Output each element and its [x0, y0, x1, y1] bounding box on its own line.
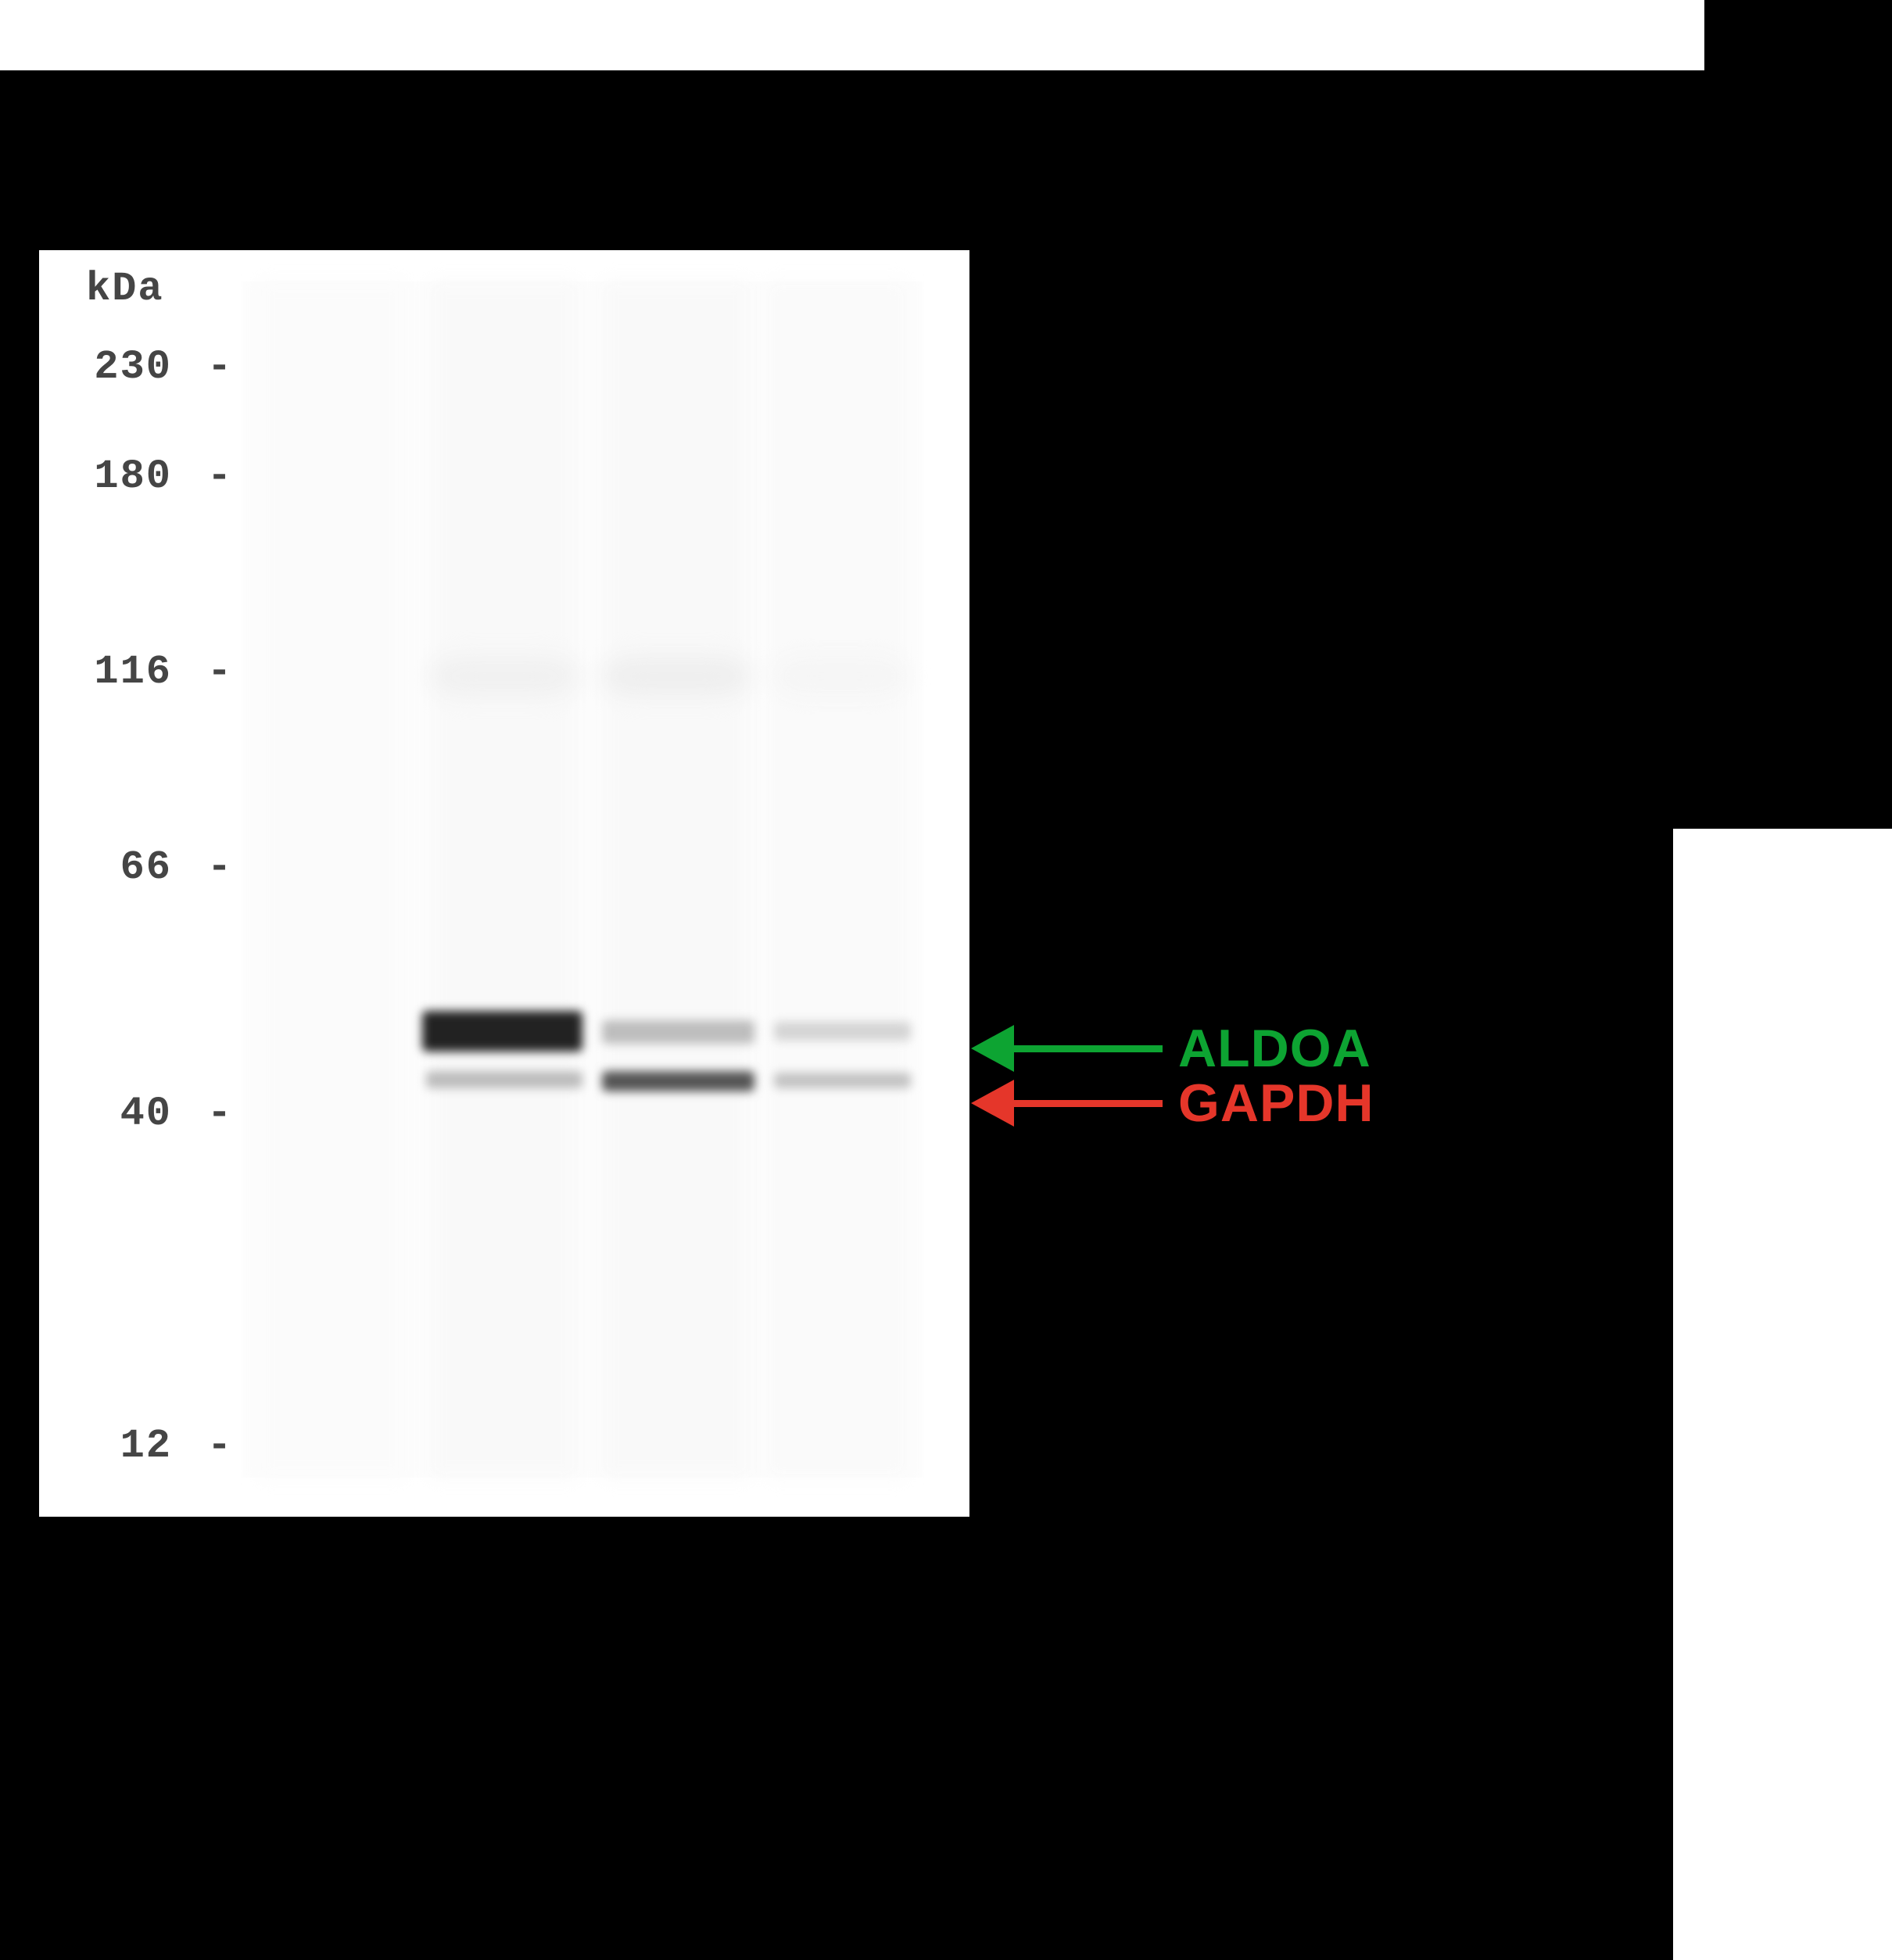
- band-aldoa-lane2: [422, 1011, 582, 1052]
- arrow-head-icon: [971, 1025, 1014, 1072]
- mw-tick: -: [207, 844, 233, 890]
- blot-panel: kDa 230 - 180 - 116 - 66 - 40 - 12 -: [39, 250, 969, 1517]
- band-aldoa-lane3: [602, 1020, 754, 1044]
- band-faint-lane3: [602, 657, 751, 696]
- mw-marker-12: 12: [55, 1423, 172, 1469]
- mw-marker-230: 230: [55, 344, 172, 390]
- mw-marker-40: 40: [55, 1091, 172, 1137]
- arrow-line: [1014, 1045, 1163, 1052]
- top-white-strip: [0, 0, 1704, 70]
- annotation-label-aldoa: ALDOA: [1178, 1018, 1371, 1079]
- mw-tick: -: [207, 344, 233, 390]
- band-faint-lane2: [430, 657, 579, 696]
- mw-marker-116: 116: [55, 649, 172, 695]
- band-gapdh-lane2: [426, 1071, 582, 1088]
- band-gapdh-lane3: [602, 1071, 754, 1091]
- mw-tick: -: [207, 1091, 233, 1137]
- lane-4: [766, 281, 907, 1478]
- mw-marker-180: 180: [55, 453, 172, 500]
- band-gapdh-lane4: [774, 1073, 911, 1088]
- annotation-label-gapdh: GAPDH: [1178, 1073, 1374, 1134]
- annotation-arrow-gapdh: GAPDH: [971, 1073, 1374, 1134]
- lane-2: [430, 281, 579, 1478]
- band-aldoa-lane4: [774, 1022, 911, 1041]
- mw-tick: -: [207, 649, 233, 695]
- arrow-head-icon: [971, 1080, 1014, 1127]
- mw-marker-66: 66: [55, 844, 172, 890]
- band-faint-lane4: [774, 657, 907, 696]
- mw-tick: -: [207, 453, 233, 500]
- lanes-background: [242, 281, 923, 1478]
- right-white-block: [1673, 829, 1892, 1960]
- axis-unit-label: kDa: [86, 266, 164, 312]
- arrow-line: [1014, 1100, 1163, 1107]
- annotation-arrow-aldoa: ALDOA: [971, 1018, 1371, 1079]
- lane-3: [602, 281, 751, 1478]
- mw-tick: -: [207, 1423, 233, 1469]
- lane-1: [258, 281, 407, 1478]
